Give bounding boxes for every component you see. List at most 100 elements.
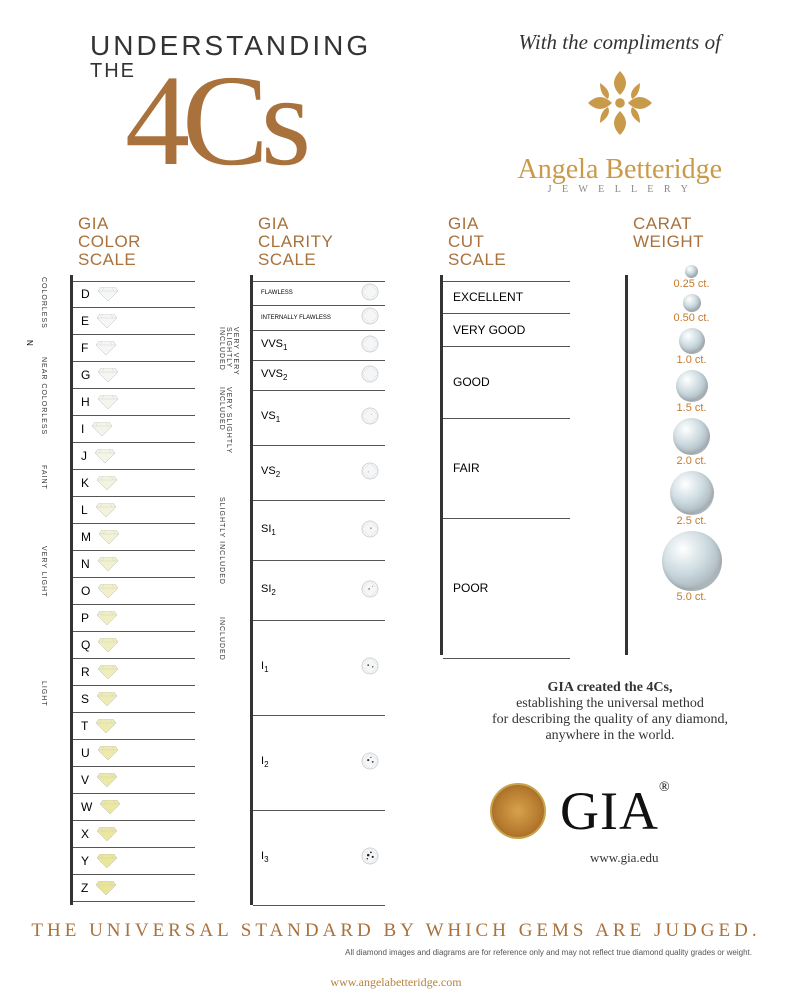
color-grade-row: V	[73, 767, 195, 794]
clarity-grade-row: VS1	[253, 391, 385, 446]
color-grade-row: I	[73, 416, 195, 443]
header: UNDERSTANDING THE 4Cs With the complimen…	[90, 30, 752, 195]
diamond-icon	[99, 530, 119, 544]
clarity-diamond-icon	[361, 283, 379, 304]
diamond-icon	[97, 854, 117, 868]
color-grade-row: F	[73, 335, 195, 362]
site-url: www.angelabetteridge.com	[0, 975, 792, 990]
gia-logo-text: GIA®	[560, 780, 671, 842]
carat-size-row: 2.0 ct.	[628, 416, 755, 469]
carat-size-row: 2.5 ct.	[628, 469, 755, 529]
diamond-icon	[98, 638, 118, 652]
cut-grade-row: POOR	[443, 519, 570, 659]
clarity-grade-row: VVS2	[253, 361, 385, 391]
clarity-label: INTERNALLY FLAWLESS	[261, 315, 331, 321]
color-grade-row: S	[73, 686, 195, 713]
clarity-diamond-icon	[361, 520, 379, 541]
color-grade-letter: P	[81, 611, 89, 625]
diamond-icon	[96, 341, 116, 355]
color-grade-row: X	[73, 821, 195, 848]
clarity-label: VVS2	[261, 368, 287, 382]
carat-diamond-icon	[685, 265, 698, 278]
clarity-category-label: SLIGHTLY INCLUDED	[218, 497, 225, 617]
cut-grade-row: FAIR	[443, 419, 570, 519]
color-grade-row: M	[73, 524, 195, 551]
carat-label: 2.5 ct.	[677, 515, 707, 527]
clarity-diamond-icon	[361, 657, 379, 678]
clarity-diamond-icon	[361, 307, 379, 328]
color-scale-column: GIACOLORSCALE N DEFGHIJKLMNOPQRSTUVWXYZ …	[70, 215, 195, 906]
clarity-diamond-icon	[361, 847, 379, 868]
color-grade-row: Z	[73, 875, 195, 902]
gia-logo-row: GIA®	[490, 780, 671, 842]
color-grade-letter: O	[81, 584, 90, 598]
carat-diamond-icon	[673, 418, 710, 455]
carat-diamond-icon	[662, 531, 722, 591]
clarity-category-label: VERY SLIGHTLY INCLUDED	[218, 387, 232, 497]
carat-label: 0.25 ct.	[673, 278, 709, 290]
clarity-label: I2	[261, 755, 269, 769]
clarity-grade-row: I3	[253, 811, 385, 906]
diamond-icon	[97, 476, 117, 490]
color-grade-letter: M	[81, 530, 91, 544]
carat-size-row: 0.50 ct.	[628, 292, 755, 326]
clarity-diamond-icon	[361, 407, 379, 428]
cut-grade-row: EXCELLENT	[443, 281, 570, 314]
color-grade-row: U	[73, 740, 195, 767]
clarity-grade-row: VVS1	[253, 331, 385, 361]
clarity-grade-row: VS2	[253, 446, 385, 501]
color-grade-row: J	[73, 443, 195, 470]
color-grade-letter: K	[81, 476, 89, 490]
color-grade-row: R	[73, 659, 195, 686]
clarity-diamond-icon	[361, 335, 379, 356]
color-grade-letter: U	[81, 746, 90, 760]
carat-size-row: 5.0 ct.	[628, 529, 755, 605]
carat-diamond-icon	[670, 471, 714, 515]
color-grade-row: N	[73, 551, 195, 578]
color-grade-letter: R	[81, 665, 90, 679]
tagline: THE UNIVERSAL STANDARD BY WHICH GEMS ARE…	[0, 920, 792, 942]
clarity-grade-row: SI1	[253, 501, 385, 561]
carat-size-row: 1.5 ct.	[628, 368, 755, 416]
color-grade-row: G	[73, 362, 195, 389]
clarity-grade-row: FLAWLESS	[253, 281, 385, 306]
diamond-icon	[98, 557, 118, 571]
color-category-label: FAINT	[40, 465, 47, 546]
color-grade-letter: Y	[81, 854, 89, 868]
clarity-title: GIACLARITYSCALE	[250, 215, 385, 269]
diamond-icon	[95, 449, 115, 463]
cut-grade-row: GOOD	[443, 347, 570, 419]
color-grade-letter: T	[81, 719, 88, 733]
diamond-icon	[96, 719, 116, 733]
clarity-diamond-icon	[361, 462, 379, 483]
gia-line2: establishing the universal method	[516, 696, 704, 711]
clarity-label: VVS1	[261, 338, 287, 352]
color-grade-letter: N	[81, 557, 90, 571]
clarity-label: VS1	[261, 410, 280, 424]
diamond-icon	[98, 395, 118, 409]
clarity-label: I3	[261, 850, 269, 864]
diamond-icon	[100, 800, 120, 814]
diamond-icon	[97, 314, 117, 328]
carat-label: 0.50 ct.	[673, 312, 709, 324]
color-grade-letter: E	[81, 314, 89, 328]
title-block: UNDERSTANDING THE 4Cs	[90, 30, 371, 195]
carat-label: 1.0 ct.	[677, 354, 707, 366]
clarity-grade-row: INTERNALLY FLAWLESS	[253, 306, 385, 331]
color-grade-letter: Z	[81, 881, 88, 895]
color-grade-letter: S	[81, 692, 89, 706]
color-category-label: VERY LIGHT	[40, 546, 47, 681]
color-grade-letter: X	[81, 827, 89, 841]
color-category-label: NEAR COLORLESS	[40, 357, 47, 465]
clarity-label: FLAWLESS	[261, 290, 293, 296]
diamond-icon	[98, 584, 118, 598]
clarity-category-label: INCLUDED	[218, 617, 225, 902]
clarity-diamond-icon	[361, 365, 379, 386]
compliments-text: With the compliments of	[518, 30, 722, 55]
diamond-icon	[97, 692, 117, 706]
gia-url: www.gia.edu	[590, 850, 658, 866]
color-grade-row: H	[73, 389, 195, 416]
color-grade-row: W	[73, 794, 195, 821]
color-grade-letter: I	[81, 422, 84, 436]
color-grade-letter: G	[81, 368, 90, 382]
